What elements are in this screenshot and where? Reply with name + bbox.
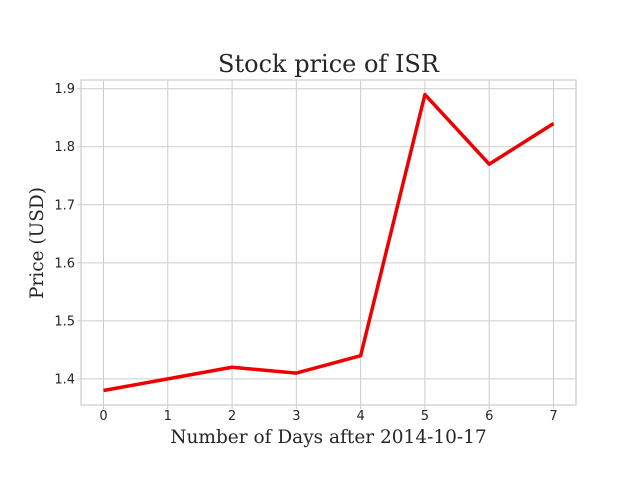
x-tick-label: 4 [357,409,365,424]
chart-title: Stock price of ISR [218,50,440,78]
x-tick-label: 1 [164,409,172,424]
y-tick-label: 1.9 [54,82,75,97]
y-tick-label: 1.8 [54,140,75,155]
y-tick-label: 1.5 [54,314,75,329]
y-tick-label: 1.7 [54,198,75,213]
x-tick-label: 5 [421,409,429,424]
plot-frame [80,79,577,406]
tick-labels: 0 1 2 3 4 5 6 7 1.4 1.5 1.6 1.7 1.8 1.9 [54,82,557,424]
x-axis-label: Number of Days after 2014-10-17 [170,427,486,448]
price-series-line [103,92,555,393]
y-tick-label: 1.6 [54,256,75,271]
y-tick-label: 1.4 [54,372,75,387]
x-tick-label: 3 [292,409,300,424]
grid [81,80,576,405]
y-axis-label: Price (USD) [27,187,48,299]
x-tick-label: 7 [549,409,557,424]
x-tick-label: 6 [485,409,493,424]
x-tick-label: 2 [228,409,236,424]
x-tick-label: 0 [99,409,107,424]
series-layer [103,92,555,393]
